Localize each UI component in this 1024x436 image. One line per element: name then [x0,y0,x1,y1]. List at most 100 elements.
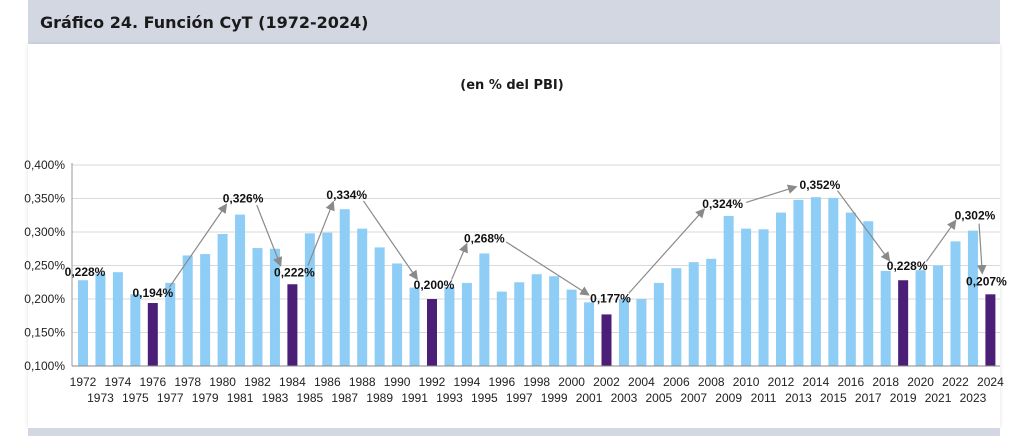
trend-arrow [362,200,418,281]
bar-1983 [269,248,280,366]
bar-1991 [409,287,420,366]
bar-1982 [252,248,263,366]
data-label-2019: 0,228% [887,259,928,273]
x-tick-label: 2019 [890,391,917,405]
bar-2022 [950,241,961,366]
bar-1985 [304,233,315,366]
x-tick-label: 2013 [785,391,812,405]
bar-2001 [584,302,595,366]
bar-2008 [706,258,717,366]
x-tick-label: 2017 [855,391,882,405]
bar-1986 [322,232,333,366]
bar-2012 [776,212,786,366]
x-tick-label: 2004 [628,375,655,389]
bar-1980 [217,234,228,366]
x-tick-label: 1980 [209,375,236,389]
x-tick-label: 2000 [558,375,585,389]
x-tick-label: 2001 [576,391,603,405]
bar-2006 [671,268,682,366]
data-label-1987: 0,334% [326,188,367,202]
x-tick-label: 1984 [279,375,306,389]
bar-2019 [898,280,909,366]
x-tick-label: 2018 [872,375,899,389]
bar-1979 [200,254,211,366]
bar-1997 [514,282,525,366]
x-tick-label: 1985 [296,391,323,405]
x-tick-label: 2009 [715,391,742,405]
chart-title: Gráfico 24. Función CyT (1972-2024) [40,13,369,32]
bar-2013 [793,199,804,366]
data-label-1995: 0,268% [464,231,505,245]
bar-2010 [741,228,752,366]
bar-2003 [618,299,629,366]
trend-arrow [628,208,706,294]
bar-1988 [357,228,368,366]
trend-arrow [925,219,957,262]
x-tick-label: 2011 [751,391,777,405]
bar-1992 [427,299,437,366]
bar-1990 [392,263,403,366]
x-tick-label: 2005 [645,391,672,405]
bar-1995 [479,253,490,366]
bar-1977 [165,282,176,366]
x-tick-label: 1973 [87,391,114,405]
data-label-2009: 0,324% [702,197,743,211]
bar-2004 [636,299,647,366]
bar-1987 [339,209,350,366]
x-tick-label: 1997 [506,391,533,405]
x-tick-label: 1990 [384,375,411,389]
bar-2007 [688,262,699,366]
bar-2016 [845,212,856,366]
x-tick-label: 1995 [471,391,498,405]
data-label-1981: 0,326% [223,192,264,206]
y-tick-label: 0,150% [24,326,65,340]
data-label-1984: 0,222% [274,265,315,279]
x-tick-label: 1988 [349,375,376,389]
data-label-2024: 0,207% [966,274,1007,288]
bar-1978 [182,255,193,366]
x-tick-label: 1976 [139,375,166,389]
header-band [28,0,1000,44]
y-tick-label: 0,300% [24,225,65,239]
x-tick-label: 1981 [227,391,254,405]
bar-2002 [601,314,612,366]
bar-2024 [985,294,996,366]
x-tick-label: 1974 [105,375,132,389]
y-tick-label: 0,400% [24,158,65,172]
x-tick-label: 1983 [262,391,289,405]
x-tick-label: 1978 [174,375,201,389]
x-tick-label: 2006 [663,375,690,389]
data-label-2014: 0,352% [800,178,841,192]
trend-arrow [451,242,468,280]
x-tick-label: 1994 [454,375,481,389]
x-tick-label: 1991 [401,391,428,405]
bar-2023 [967,230,978,366]
data-label-2023: 0,302% [955,209,996,223]
x-tick-label: 2008 [698,375,725,389]
bar-2017 [863,221,874,366]
trend-arrow [836,190,891,262]
bottom-band [28,428,1000,436]
x-tick-label: 1987 [331,391,358,405]
trend-arrow [505,241,590,296]
x-tick-label: 1998 [523,375,550,389]
trend-arrow [746,184,798,203]
bar-1975 [130,294,141,366]
bar-2011 [758,229,769,366]
bar-2009 [723,215,734,366]
x-tick-label: 2007 [680,391,707,405]
y-tick-label: 0,250% [24,259,65,273]
trend-arrow [168,203,228,288]
data-label-1972: 0,228% [65,265,106,279]
y-tick-label: 0,100% [24,359,65,373]
bar-1989 [374,247,385,366]
x-tick-label: 2014 [803,375,830,389]
bar-1998 [531,274,542,366]
x-tick-label: 1999 [541,391,568,405]
x-tick-label: 2012 [768,375,795,389]
x-tick-label: 1972 [70,375,97,389]
bar-2020 [915,270,926,366]
x-tick-label: 1977 [157,391,184,405]
